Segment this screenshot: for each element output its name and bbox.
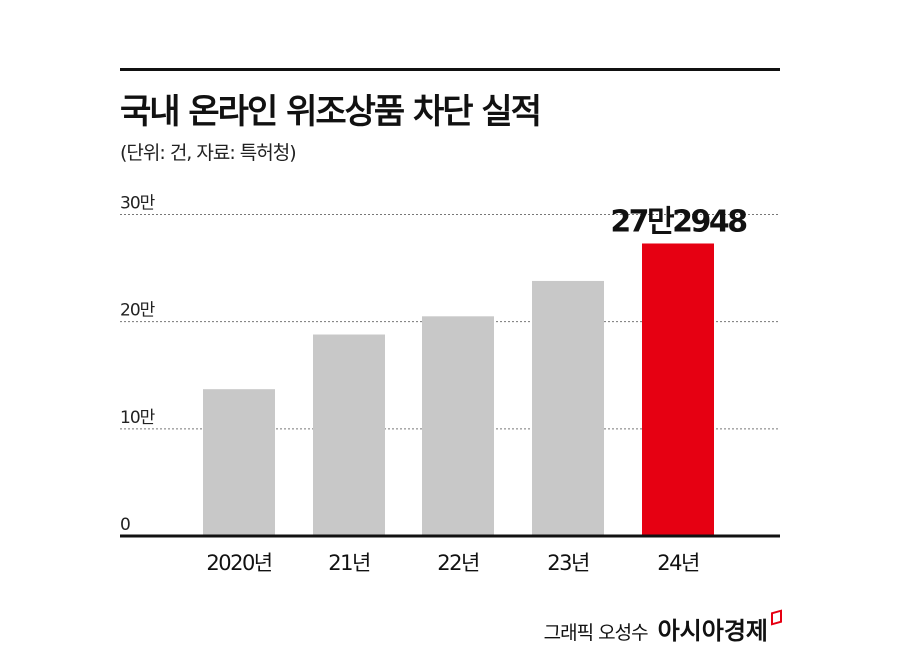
- y-tick-label: 20만: [120, 301, 156, 321]
- y-tick-label: 0: [120, 515, 130, 535]
- y-tick-label: 30만: [120, 194, 156, 214]
- footer: 그래픽 오성수 아시아경제: [543, 609, 782, 646]
- chart-title: 국내 온라인 위조상품 차단 실적: [120, 92, 542, 132]
- x-tick-label: 2020년: [206, 551, 271, 575]
- bar-2: [422, 316, 494, 536]
- bar-1: [313, 334, 385, 536]
- top-rule: [120, 68, 780, 71]
- x-tick-label: 21년: [328, 551, 370, 575]
- x-tick-label: 23년: [547, 551, 589, 575]
- data-label: 27만2948: [610, 204, 747, 239]
- bar-3: [532, 280, 604, 536]
- brand-logo: 아시아경제: [657, 617, 768, 645]
- bar-0: [203, 389, 275, 536]
- x-tick-label: 22년: [437, 551, 479, 575]
- chart-subtitle: (단위: 건, 자료: 특허청): [120, 142, 297, 164]
- bar-4: [642, 243, 714, 536]
- brand-mark-icon: [771, 609, 782, 626]
- x-tick-label: 24년: [657, 551, 699, 575]
- graphic-credit: 그래픽 오성수: [543, 622, 649, 644]
- y-tick-label: 10만: [120, 408, 156, 428]
